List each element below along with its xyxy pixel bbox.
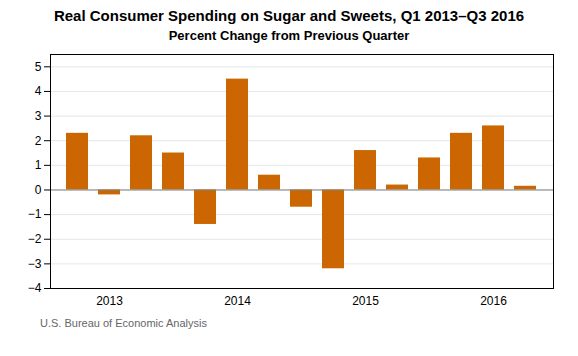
html-text:Real Consumer Spending on Suga: Real Consumer Spending on Sugar and Swee… (53, 7, 525, 24)
svg-text:2015: 2015 (352, 294, 379, 308)
html-text:U.S. Bureau of Economic Analys: U.S. Bureau of Economic Analysis (40, 317, 207, 329)
html-text:Percent Change from Previous Q: Percent Change from Previous Quarter (168, 28, 410, 43)
svg-text:5: 5 (35, 60, 42, 74)
svg-text:−2: −2 (28, 232, 42, 246)
svg-text:1: 1 (35, 158, 42, 172)
svg-text:2016: 2016 (480, 294, 507, 308)
svg-text:−3: −3 (28, 257, 42, 271)
svg-text:3: 3 (35, 109, 42, 123)
svg-text:2014: 2014 (224, 294, 251, 308)
svg-text:4: 4 (35, 84, 42, 98)
svg-text:−4: −4 (28, 281, 42, 295)
svg-text:2013: 2013 (96, 294, 123, 308)
svg-text:0: 0 (35, 183, 42, 197)
svg-text:−1: −1 (28, 207, 42, 221)
svg-text:2: 2 (35, 134, 42, 148)
